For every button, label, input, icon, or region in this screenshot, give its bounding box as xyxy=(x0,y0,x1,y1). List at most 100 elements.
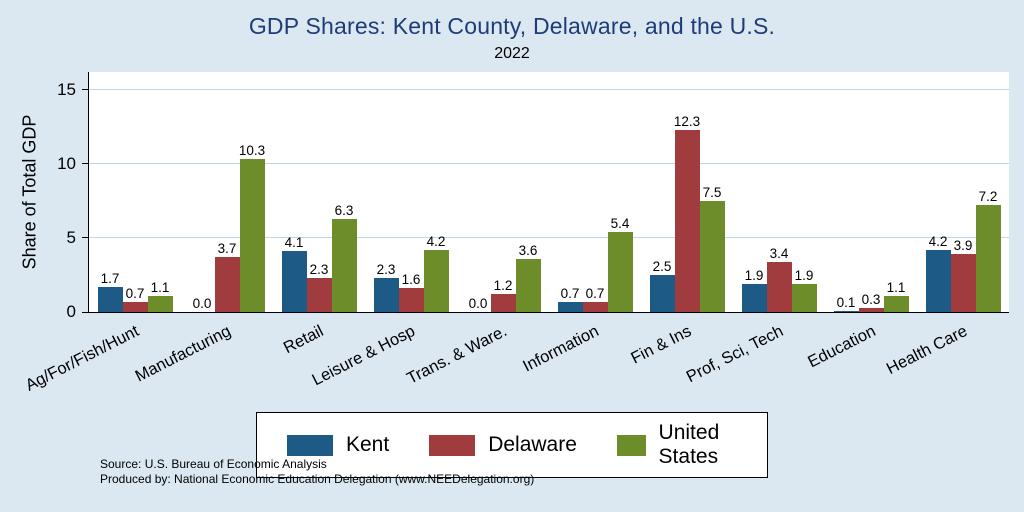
bar-group: 2.5 12.3 7.5 xyxy=(641,72,733,312)
bar: 4.2 xyxy=(925,234,951,312)
legend-swatch xyxy=(287,434,333,456)
bar-value-label: 1.9 xyxy=(744,267,764,283)
bar-value-label: 7.2 xyxy=(978,189,998,205)
bar-value-label: 4.2 xyxy=(426,233,446,249)
y-tick-mark xyxy=(82,89,88,91)
bar: 1.2 xyxy=(490,278,516,312)
bar-value-label: 0.1 xyxy=(836,294,856,310)
produced-by-line: Produced by: National Economic Education… xyxy=(100,472,535,486)
bar-value-label: 2.3 xyxy=(376,261,396,277)
bar: 0.3 xyxy=(858,292,884,312)
bar: 1.1 xyxy=(883,280,909,312)
bar-value-label: 3.6 xyxy=(518,242,538,258)
y-tick-mark xyxy=(82,311,88,313)
bar-value-label: 1.1 xyxy=(150,279,170,295)
legend-item: Kent xyxy=(287,433,389,457)
bar-group: 0.0 1.2 3.6 xyxy=(457,72,549,312)
bar-value-label: 1.9 xyxy=(794,267,814,283)
bar: 4.1 xyxy=(281,235,307,312)
y-tick-label: 0 xyxy=(66,302,76,321)
bar-value-label: 1.7 xyxy=(100,270,120,286)
x-category-cell: Manufacturing xyxy=(133,314,272,410)
bar-groups-row: 1.7 0.7 1.1 0.0 3.7 10.3 4.1 2.3 6.3 2.3 1.6 4.2 0.0… xyxy=(89,72,1009,312)
bar-group: 0.0 3.7 10.3 xyxy=(181,72,273,312)
bar: 3.6 xyxy=(515,243,541,312)
bar: 1.7 xyxy=(97,271,123,312)
bar: 1.9 xyxy=(791,268,817,312)
bar-value-label: 0.3 xyxy=(861,291,881,307)
bar-value-label: 4.2 xyxy=(928,233,948,249)
bar-value-label: 0.7 xyxy=(560,285,580,301)
bar-group: 4.1 2.3 6.3 xyxy=(273,72,365,312)
bar-group: 0.1 0.3 1.1 xyxy=(825,72,917,312)
bar-value-label: 5.4 xyxy=(610,216,630,231)
bar: 3.4 xyxy=(766,246,792,312)
bar: 1.9 xyxy=(741,268,767,312)
y-tick-label: 10 xyxy=(57,153,76,173)
y-tick-label: 5 xyxy=(66,227,76,247)
legend-item: United States xyxy=(616,421,737,469)
bar-value-label: 6.3 xyxy=(334,202,354,218)
y-axis: 0 5 10 15 xyxy=(30,72,88,321)
y-tick-mark xyxy=(82,163,88,165)
bar: 0.7 xyxy=(582,286,608,312)
legend-label: United States xyxy=(658,421,720,468)
chart-subtitle: 2022 xyxy=(494,45,530,62)
gridline xyxy=(89,163,1009,165)
bar: 1.1 xyxy=(147,280,173,312)
bar-value-label: 1.1 xyxy=(886,279,906,295)
bar-value-label: 2.3 xyxy=(309,261,329,277)
bar-value-label: 4.1 xyxy=(284,235,304,251)
bar: 5.4 xyxy=(607,216,633,312)
gridline xyxy=(89,89,1009,91)
bar-value-label: 10.3 xyxy=(238,143,266,159)
bar: 1.6 xyxy=(398,272,424,312)
x-category-cell: Information xyxy=(520,314,640,410)
bar-value-label: 0.0 xyxy=(192,296,212,311)
bar-value-label: 3.4 xyxy=(769,245,789,261)
bar-value-label: 0.0 xyxy=(468,296,488,311)
bar: 7.5 xyxy=(699,185,725,312)
bar: 4.2 xyxy=(423,234,449,312)
x-axis-labels: Ag/For/Fish/Hunt Manufacturing Retail Leisu… xyxy=(23,314,1008,410)
bar-value-label: 0.7 xyxy=(125,285,145,301)
bar-group: 0.7 0.7 5.4 xyxy=(549,72,641,312)
legend-label: Kent xyxy=(346,433,390,456)
legend-swatch xyxy=(429,434,476,456)
bar: 0.7 xyxy=(557,286,583,312)
bar: 7.2 xyxy=(975,189,1001,312)
bar-group: 1.9 3.4 1.9 xyxy=(733,72,825,312)
x-category-label: Retail xyxy=(280,322,327,358)
bar-value-label: 12.3 xyxy=(673,113,701,129)
bar: 10.3 xyxy=(239,143,265,312)
bar: 12.3 xyxy=(674,114,700,312)
bar-value-label: 1.2 xyxy=(493,278,513,294)
bar: 2.5 xyxy=(649,259,675,312)
legend: Kent Delaware United States xyxy=(256,412,768,478)
bar: 3.7 xyxy=(214,241,240,312)
bar: 0.1 xyxy=(833,295,859,312)
bar: 3.9 xyxy=(950,238,976,312)
bar-value-label: 1.6 xyxy=(401,272,421,288)
chart-title: GDP Shares: Kent County, Delaware, and t… xyxy=(248,13,776,39)
source-notes: Source: U.S. Bureau of Economic Analysis… xyxy=(100,457,534,487)
bar-value-label: 0.7 xyxy=(585,285,605,301)
x-category-cell: Health Care xyxy=(884,314,1008,410)
bar-value-label: 7.5 xyxy=(702,184,722,200)
y-tick-label: 15 xyxy=(57,79,76,99)
x-category-label: Ag/For/Fish/Hunt xyxy=(22,322,143,395)
y-tick-mark xyxy=(82,237,88,239)
bar-value-label: 3.7 xyxy=(217,241,237,257)
bar-group: 4.2 3.9 7.2 xyxy=(917,72,1009,312)
bar: 6.3 xyxy=(331,203,357,312)
bar-group: 1.7 0.7 1.1 xyxy=(89,72,181,312)
bar-value-label: 2.5 xyxy=(652,258,672,274)
bar-group: 2.3 1.6 4.2 xyxy=(365,72,457,312)
bar: 2.3 xyxy=(373,262,399,312)
legend-label: Delaware xyxy=(488,433,577,456)
bar: 2.3 xyxy=(306,262,332,312)
gridline xyxy=(89,237,1009,239)
source-line: Source: U.S. Bureau of Economic Analysis xyxy=(100,457,327,471)
legend-swatch xyxy=(616,434,646,456)
bar-value-label: 3.9 xyxy=(953,238,973,254)
